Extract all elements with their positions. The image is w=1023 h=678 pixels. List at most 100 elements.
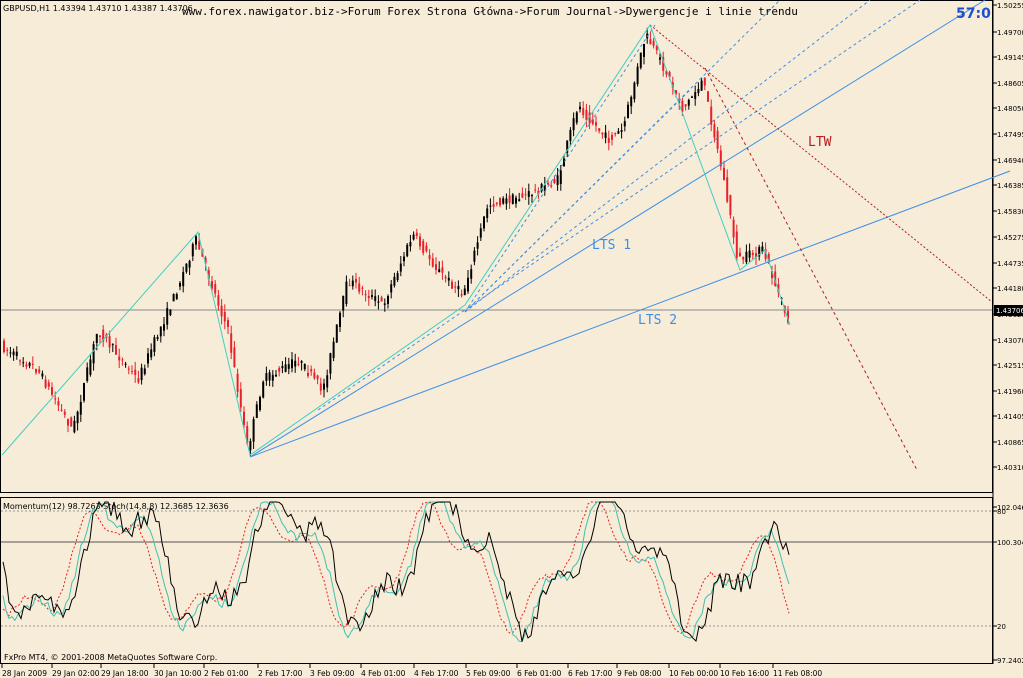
indicator-tick-label: 97.2402 bbox=[997, 657, 1023, 665]
candle-body bbox=[630, 96, 633, 107]
candle-body bbox=[732, 219, 735, 238]
candle-body bbox=[505, 198, 508, 204]
candle-body bbox=[19, 360, 21, 362]
candle-body bbox=[262, 381, 265, 398]
candle-body bbox=[92, 344, 95, 364]
candle-body bbox=[159, 326, 162, 337]
candle-body bbox=[723, 167, 725, 181]
candle-body bbox=[636, 66, 639, 85]
candle-body bbox=[364, 294, 367, 296]
candle-body bbox=[767, 253, 770, 264]
candle-body bbox=[419, 236, 421, 247]
candle-body bbox=[76, 411, 79, 424]
indicator-tick-label: 20 bbox=[997, 623, 1006, 631]
candle-body bbox=[175, 294, 178, 299]
candle-body bbox=[217, 295, 220, 306]
candle-body bbox=[383, 303, 386, 305]
candle-body bbox=[44, 379, 47, 388]
candle-body bbox=[579, 106, 581, 110]
time-tick-label: 28 Jan 2009 bbox=[2, 669, 47, 678]
candle-body bbox=[95, 333, 98, 343]
candle-body bbox=[739, 252, 741, 257]
price-tick-label: 1.44180 bbox=[997, 285, 1023, 293]
candle-body bbox=[729, 195, 732, 216]
candle-body bbox=[118, 356, 121, 361]
price-tick-label: 1.42515 bbox=[997, 362, 1023, 370]
lts1-trendline[interactable] bbox=[249, 0, 986, 458]
candle-body bbox=[147, 353, 149, 364]
candle-body bbox=[47, 382, 50, 387]
candle-body bbox=[687, 99, 690, 106]
candle-body bbox=[230, 333, 233, 353]
candle-body bbox=[774, 271, 777, 286]
candle-body bbox=[707, 91, 709, 102]
candle-body bbox=[441, 267, 444, 273]
candle-body bbox=[351, 280, 354, 287]
trend-lines[interactable] bbox=[249, 0, 1011, 471]
candle-body bbox=[220, 305, 223, 317]
candle-body bbox=[582, 108, 585, 116]
candle-body bbox=[607, 137, 610, 143]
lts2-trendline[interactable] bbox=[249, 170, 1011, 458]
time-tick-label: 29 Jan 02:00 bbox=[52, 669, 100, 678]
time-tick-label: 10 Feb 00:00 bbox=[669, 669, 718, 678]
candle-body bbox=[684, 104, 687, 107]
candle-body bbox=[403, 256, 405, 262]
candle-body bbox=[691, 96, 693, 98]
candle-body bbox=[163, 324, 165, 331]
candle-body bbox=[339, 312, 341, 327]
ltw-trendline[interactable] bbox=[649, 24, 993, 303]
candle-body bbox=[329, 353, 332, 374]
time-tick-label: 2 Feb 01:00 bbox=[204, 669, 249, 678]
candle-body bbox=[451, 281, 453, 289]
candle-body bbox=[67, 419, 69, 426]
price-tick-label: 1.46385 bbox=[997, 182, 1023, 190]
candle-body bbox=[268, 372, 271, 381]
candle-body bbox=[671, 82, 674, 89]
candle-body bbox=[575, 112, 578, 123]
candle-body bbox=[111, 344, 114, 346]
candlestick-series bbox=[3, 27, 789, 456]
candle-body bbox=[473, 250, 476, 262]
price-tick-label: 1.40310 bbox=[997, 464, 1023, 472]
time-axis: 28 Jan 2009 29 Jan 02:00 29 Jan 18:00 30 Ja… bbox=[1, 664, 822, 678]
candle-body bbox=[438, 269, 441, 273]
fan-line-5[interactable] bbox=[464, 0, 871, 313]
candle-body bbox=[399, 263, 402, 272]
candle-body bbox=[556, 175, 559, 186]
candle-body bbox=[524, 194, 527, 196]
candle-body bbox=[543, 184, 546, 192]
indicator-header: Momentum(12) 98.7263 Stoch(14,8,8) 12.36… bbox=[3, 502, 229, 511]
lts1-label: LTS 1 bbox=[592, 238, 631, 253]
candle-body bbox=[748, 250, 751, 258]
time-tick-label: 5 Feb 09:00 bbox=[466, 669, 511, 678]
fan-line-1[interactable] bbox=[317, 0, 921, 411]
candle-body bbox=[51, 387, 53, 395]
candle-body bbox=[70, 417, 73, 427]
candle-body bbox=[697, 89, 700, 94]
price-panel[interactable] bbox=[0, 0, 993, 493]
momentum-line bbox=[2, 500, 790, 642]
candle-body bbox=[239, 389, 242, 408]
candle-body bbox=[409, 241, 412, 247]
candle-body bbox=[534, 189, 537, 191]
candle-body bbox=[233, 347, 236, 367]
candle-body bbox=[668, 71, 671, 77]
ltw-steep-line[interactable] bbox=[704, 67, 918, 471]
candle-body bbox=[156, 336, 159, 340]
indicator-panel[interactable] bbox=[0, 497, 993, 664]
candle-body bbox=[777, 284, 780, 293]
candle-body bbox=[31, 363, 34, 365]
copyright-footer: FxPro MT4, © 2001-2008 MetaQuotes Softwa… bbox=[4, 653, 217, 662]
candle-body bbox=[25, 364, 28, 367]
candle-body bbox=[406, 244, 409, 257]
candle-body bbox=[508, 195, 511, 203]
candle-body bbox=[166, 308, 169, 325]
candle-body bbox=[591, 119, 594, 124]
candle-body bbox=[361, 287, 364, 289]
candle-body bbox=[716, 130, 719, 149]
candle-body bbox=[83, 382, 85, 401]
candle-body bbox=[742, 257, 745, 260]
fan-line-4[interactable] bbox=[464, 0, 781, 313]
